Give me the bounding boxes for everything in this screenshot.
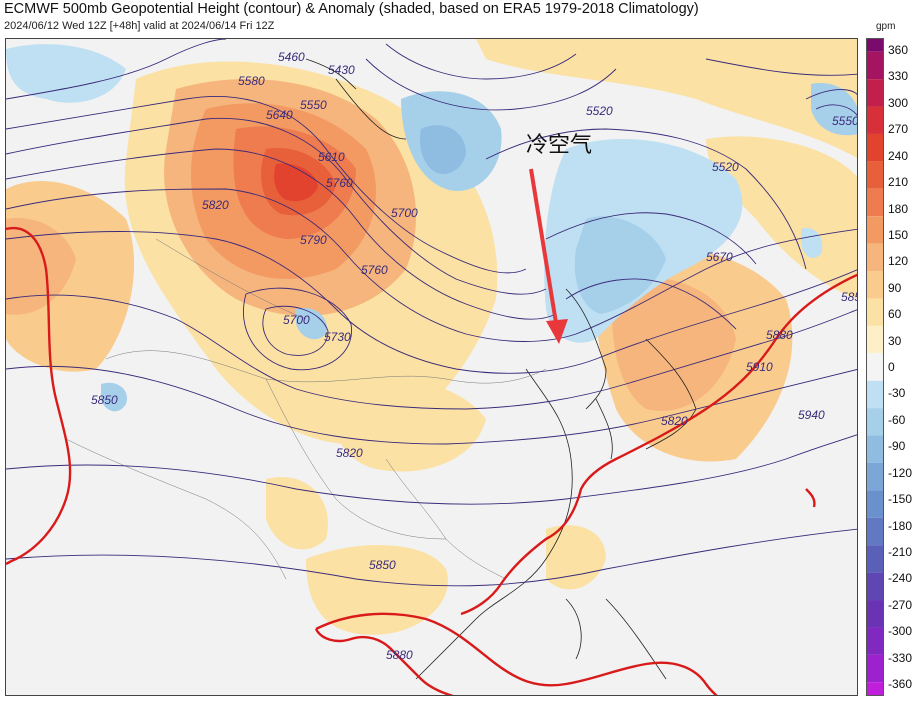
colorbar-tick-label: -90 [888, 439, 906, 454]
weather-map: 5460 5430 5580 5550 5640 5610 5760 5700 … [5, 38, 858, 696]
colorbar-swatch [866, 38, 884, 52]
colorbar-tick-label: -330 [888, 650, 913, 665]
contour-label: 5670 [706, 250, 733, 264]
colorbar-swatch [866, 188, 884, 217]
contour-label: 5700 [283, 313, 310, 327]
colorbar-swatch [866, 435, 884, 463]
colorbar-swatch [866, 654, 884, 683]
colorbar-swatch [866, 325, 884, 354]
colorbar-swatch [866, 298, 884, 326]
colorbar-tick-label: 300 [888, 95, 909, 110]
contour-label: 5430 [328, 63, 355, 77]
contour-label: 5730 [324, 330, 351, 344]
subtropical-high-5880-contour [6, 226, 857, 695]
contour-label: 5550 [832, 114, 858, 128]
contour-label: 5460 [278, 50, 305, 64]
contour-label: 5850 [841, 290, 858, 304]
contour-label: 5850 [91, 393, 118, 407]
colorbar-swatch [866, 380, 884, 409]
colorbar-swatch [866, 243, 884, 272]
colorbar-tick-label: -300 [888, 624, 913, 639]
colorbar-unit: gpm [876, 21, 896, 32]
colorbar-tick-label: -240 [888, 571, 913, 586]
colorbar-tick-label: 150 [888, 227, 909, 242]
contour-label: 5820 [202, 198, 229, 212]
colorbar-tick-label: -150 [888, 492, 913, 507]
colorbar-tick-label: -120 [888, 465, 913, 480]
colorbar-tick-label: 240 [888, 148, 909, 163]
colorbar-tick-label: 90 [888, 280, 902, 295]
contour-label: 5550 [300, 98, 327, 112]
colorbar-swatch [866, 545, 884, 573]
colorbar-tick-label: 360 [888, 43, 909, 57]
colorbar-tick-label: 270 [888, 122, 909, 137]
contour-label: 5580 [238, 74, 265, 88]
contour-label: 5760 [361, 263, 388, 277]
colorbar-swatch [866, 51, 884, 80]
colorbar-tick-label: -210 [888, 544, 913, 559]
colorbar-swatch [866, 79, 884, 107]
height-contours [6, 39, 857, 587]
contour-label: 5520 [586, 104, 613, 118]
contour-label: 5880 [766, 328, 793, 342]
contour-label: 5820 [661, 414, 688, 428]
colorbar-swatch [866, 627, 884, 655]
colorbar-tick-label: 120 [888, 254, 909, 269]
positive-anomaly-shading [6, 39, 857, 635]
colorbar-tick-label: 330 [888, 69, 909, 84]
contour-label: 5940 [798, 408, 825, 422]
colorbar-swatch [866, 490, 884, 518]
colorbar-swatch [866, 353, 884, 381]
contour-label: 5850 [369, 558, 396, 572]
colorbar-swatch [866, 216, 884, 244]
contour-label: 5700 [391, 206, 418, 220]
colorbar-swatch [866, 462, 884, 491]
colorbar-tick-label: -270 [888, 597, 913, 612]
cold-air-label: 冷空气 [526, 133, 592, 158]
colorbar-swatch [866, 133, 884, 162]
colorbar-swatch [866, 161, 884, 189]
contour-label: 5910 [746, 360, 773, 374]
contour-label: 5610 [318, 150, 345, 164]
chart-subtitle: 2024/06/12 Wed 12Z [+48h] valid at 2024/… [4, 20, 275, 32]
colorbar-tick-label: -60 [888, 412, 906, 427]
cold-air-arrow [529, 168, 568, 344]
contour-label: 5520 [712, 160, 739, 174]
colorbar-swatch [866, 408, 884, 436]
colorbar-tick-label: 180 [888, 201, 909, 216]
colorbar-tick-label: 60 [888, 307, 902, 322]
contour-label: 5760 [326, 176, 353, 190]
contour-label: 5640 [266, 108, 293, 122]
country-borders [65, 238, 547, 580]
colorbar-swatch [866, 682, 884, 696]
colorbar-tick-label: -360 [888, 677, 913, 691]
colorbar-swatch [866, 600, 884, 628]
colorbar-swatch [866, 106, 884, 134]
colorbar-tick-label: -180 [888, 518, 913, 533]
contour-labels: 5460 5430 5580 5550 5640 5610 5760 5700 … [91, 50, 858, 662]
chart-title: ECMWF 500mb Geopotential Height (contour… [4, 1, 699, 17]
contour-label: 5880 [386, 648, 413, 662]
colorbar-outline [866, 38, 884, 696]
contour-label: 5820 [336, 446, 363, 460]
colorbar-tick-label: -30 [888, 386, 906, 401]
colorbar-tick-label: 0 [888, 360, 895, 374]
colorbar-swatch [866, 517, 884, 546]
colorbar-tick-label: 210 [888, 175, 909, 190]
colorbar-swatch [866, 572, 884, 601]
colorbar-tick-label: 30 [888, 333, 902, 348]
colorbar [866, 38, 884, 696]
colorbar-swatch [866, 271, 884, 299]
contour-label: 5790 [300, 233, 327, 247]
